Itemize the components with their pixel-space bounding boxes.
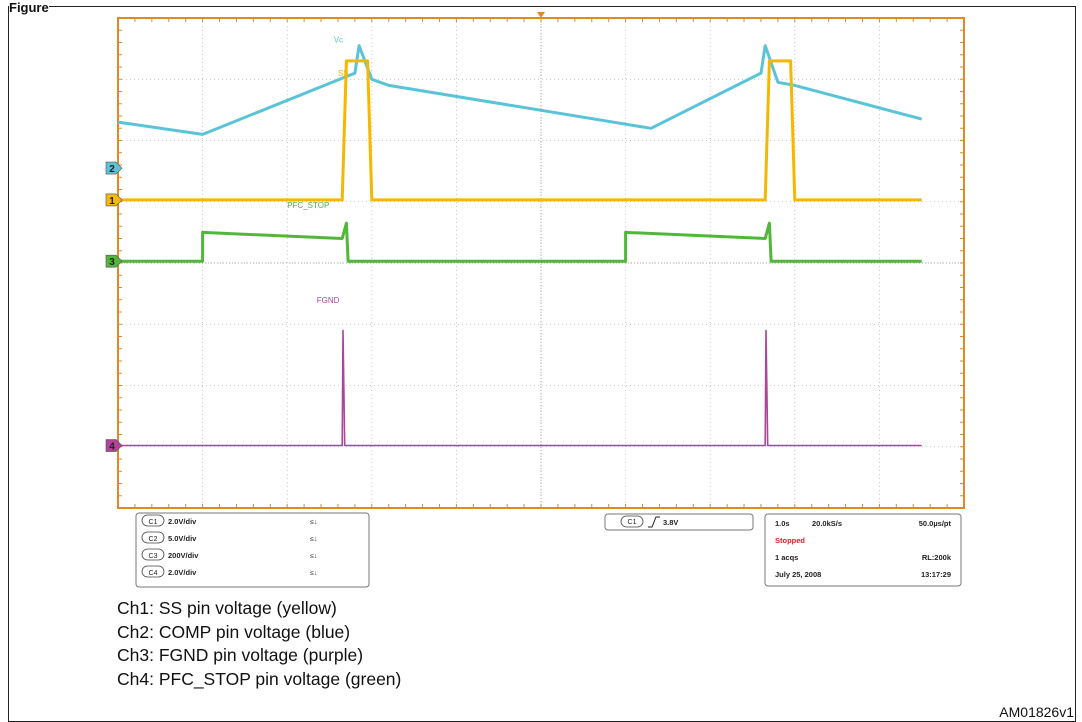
trace-label-ch4: PFC_STOP <box>287 201 329 210</box>
ground-marker-shape <box>105 161 123 175</box>
channel-scale-1: 2.0V/div <box>168 517 197 526</box>
channel-settings-box <box>135 512 370 588</box>
trace-labels: SS Vc PFC_STOP FGND <box>287 36 348 305</box>
caption-ch3: Ch3: FGND pin voltage (purple) <box>117 645 364 665</box>
channel-coupling-3: ≤↓ <box>310 553 317 560</box>
trace-ch4 <box>118 221 922 263</box>
caption-ch2: Ch2: COMP pin voltage (blue) <box>117 621 351 642</box>
channel-badge-label: C2 <box>149 536 158 543</box>
trace-ch1 <box>118 59 922 202</box>
ground-marker-label: 1 <box>109 196 115 207</box>
scope-grid <box>117 12 965 509</box>
ground-markers: 2 1 3 4 <box>105 161 123 453</box>
ground-marker-4: 4 <box>105 439 123 453</box>
acq-state: Stopped <box>775 536 805 545</box>
acq-count: 1 acqs <box>775 553 798 562</box>
channel-scale-2: 5.0V/div <box>168 534 197 543</box>
trace-ch3 <box>118 329 922 447</box>
ground-marker-label: 4 <box>109 442 115 453</box>
trigger-position-marker <box>537 12 545 18</box>
sample-rate: 20.0kS/s <box>812 519 842 528</box>
trace-label-ch3: FGND <box>317 296 340 305</box>
channel-coupling-1: ≤↓ <box>310 519 317 526</box>
ground-marker-shape <box>105 193 123 207</box>
trigger-badge <box>620 515 644 528</box>
channel-badge-4 <box>141 565 165 578</box>
channel-badge-label: C3 <box>149 553 158 560</box>
channel-badge-1 <box>141 514 165 527</box>
ground-marker-shape <box>105 254 123 268</box>
acq-date: July 25, 2008 <box>775 570 821 579</box>
ground-marker-2: 2 <box>105 161 123 175</box>
caption-ch4: Ch4: PFC_STOP pin voltage (green) <box>117 668 402 689</box>
channel-scale-4: 2.0V/div <box>168 568 197 577</box>
acquisition-box <box>764 513 962 587</box>
channel-badge-2 <box>141 531 165 544</box>
resolution: 50.0µs/pt <box>919 519 952 528</box>
ground-marker-3: 3 <box>105 254 123 268</box>
figure-id: AM01826v1 <box>999 704 1074 720</box>
channel-badge-3 <box>141 548 165 561</box>
timebase: 1.0s <box>775 519 790 528</box>
trigger-level: 3.8V <box>663 518 678 527</box>
channel-coupling-2: ≤↓ <box>310 536 317 543</box>
channel-coupling-4: ≤↓ <box>310 570 317 577</box>
trace-label-ch1: SS <box>338 69 349 78</box>
ground-marker-shape <box>105 439 123 452</box>
caption-list: Ch1: SS pin voltage (yellow) Ch2: COMP p… <box>117 597 401 691</box>
record-length: RL:200k <box>922 553 952 562</box>
acq-time: 13:17:29 <box>921 570 951 579</box>
trace-label-ch2: Vc <box>334 36 343 45</box>
figure-label: Figure <box>9 0 49 15</box>
trigger-badge-label: C1 <box>628 519 637 526</box>
scope-traces <box>117 44 923 447</box>
caption-ch1: Ch1: SS pin voltage (yellow) <box>117 598 337 618</box>
scope-readout: C1 2.0V/div ≤↓ C2 5.0V/div ≤↓ C3 200V/div ≤↓ C4 2.… <box>135 512 962 588</box>
ground-marker-label: 2 <box>109 164 115 175</box>
channel-scale-3: 200V/div <box>168 551 199 560</box>
channel-badge-label: C1 <box>149 519 158 526</box>
trace-ch2 <box>117 44 923 136</box>
ground-marker-label: 3 <box>109 257 115 268</box>
rising-edge-icon <box>648 516 660 528</box>
ground-marker-1: 1 <box>105 193 123 207</box>
channel-badge-label: C4 <box>149 570 158 577</box>
